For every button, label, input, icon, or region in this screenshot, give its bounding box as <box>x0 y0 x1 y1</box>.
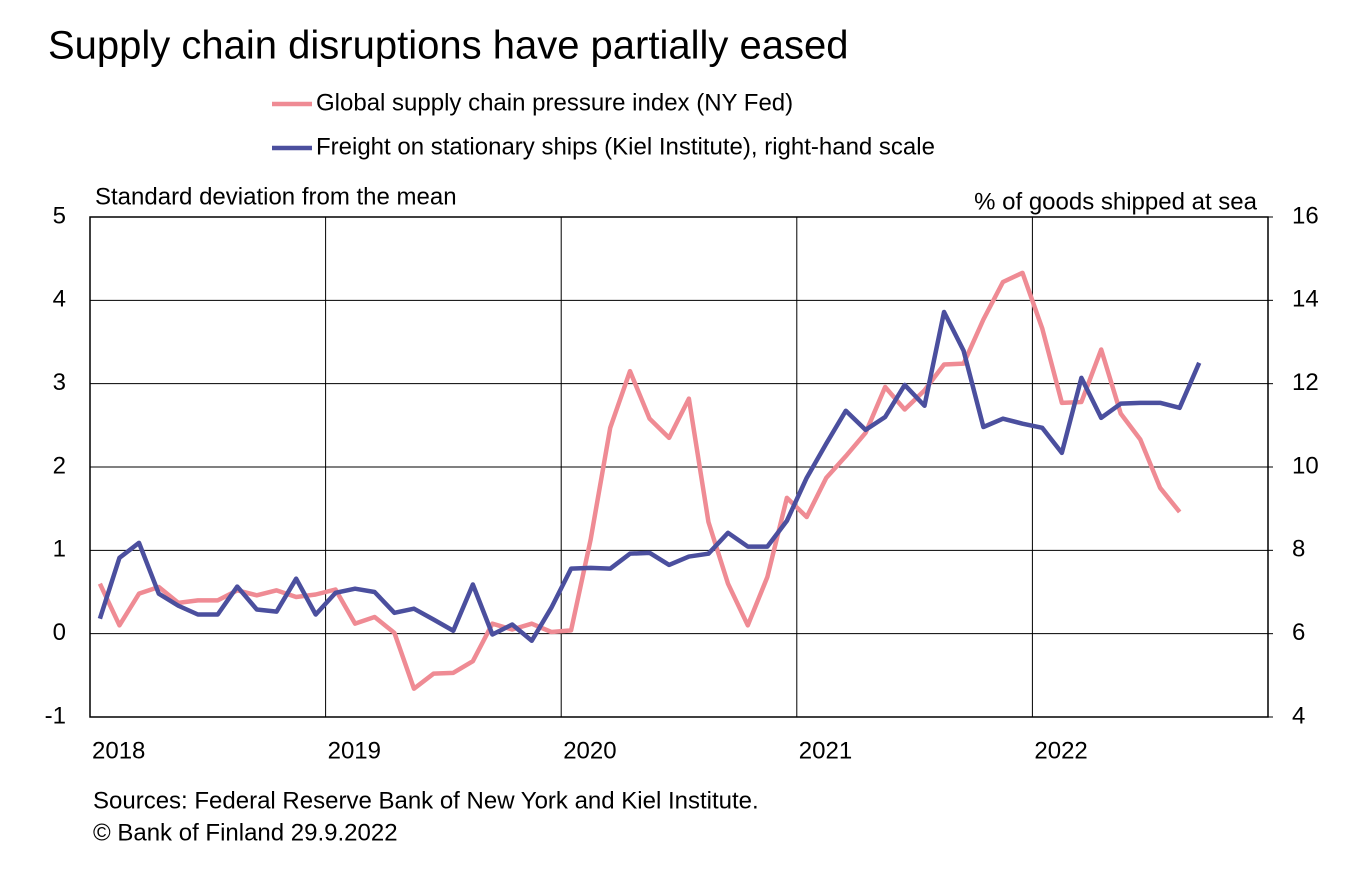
y-axis-label: Standard deviation from the mean <box>95 183 457 210</box>
legend-label: Freight on stationary ships (Kiel Instit… <box>316 133 935 160</box>
x-tick-label: 2020 <box>563 737 616 764</box>
y2-axis-label: % of goods shipped at sea <box>974 188 1258 215</box>
y2-tick-label: 16 <box>1292 202 1319 229</box>
y2-tick-label: 4 <box>1292 702 1305 729</box>
x-tick-label: 2022 <box>1034 737 1087 764</box>
sources: Sources: Federal Reserve Bank of New Yor… <box>93 787 759 814</box>
y2-tick-label: 12 <box>1292 369 1319 396</box>
y-tick-label: 1 <box>53 536 66 563</box>
copyright: © Bank of Finland 29.9.2022 <box>93 819 398 846</box>
plot-frame <box>89 216 1269 718</box>
y2-tick-label: 8 <box>1292 536 1305 563</box>
y-tick-label: 3 <box>53 369 66 396</box>
x-tick-label: 2019 <box>328 737 381 764</box>
y-tick-label: -1 <box>45 702 66 729</box>
y2-tick-label: 14 <box>1292 286 1319 313</box>
x-tick-label: 2018 <box>92 737 145 764</box>
chart-title: Supply chain disruptions have partially … <box>48 24 849 68</box>
y-tick-label: 0 <box>53 619 66 646</box>
y2-tick-label: 10 <box>1292 452 1319 479</box>
y2-tick-label: 6 <box>1292 619 1305 646</box>
x-tick-label: 2021 <box>799 737 852 764</box>
y-tick-label: 5 <box>53 202 66 229</box>
legend-label: Global supply chain pressure index (NY F… <box>316 89 793 116</box>
series-line <box>97 270 1182 691</box>
series-line <box>97 309 1202 643</box>
y-tick-label: 4 <box>53 286 66 313</box>
y-tick-label: 2 <box>53 452 66 479</box>
